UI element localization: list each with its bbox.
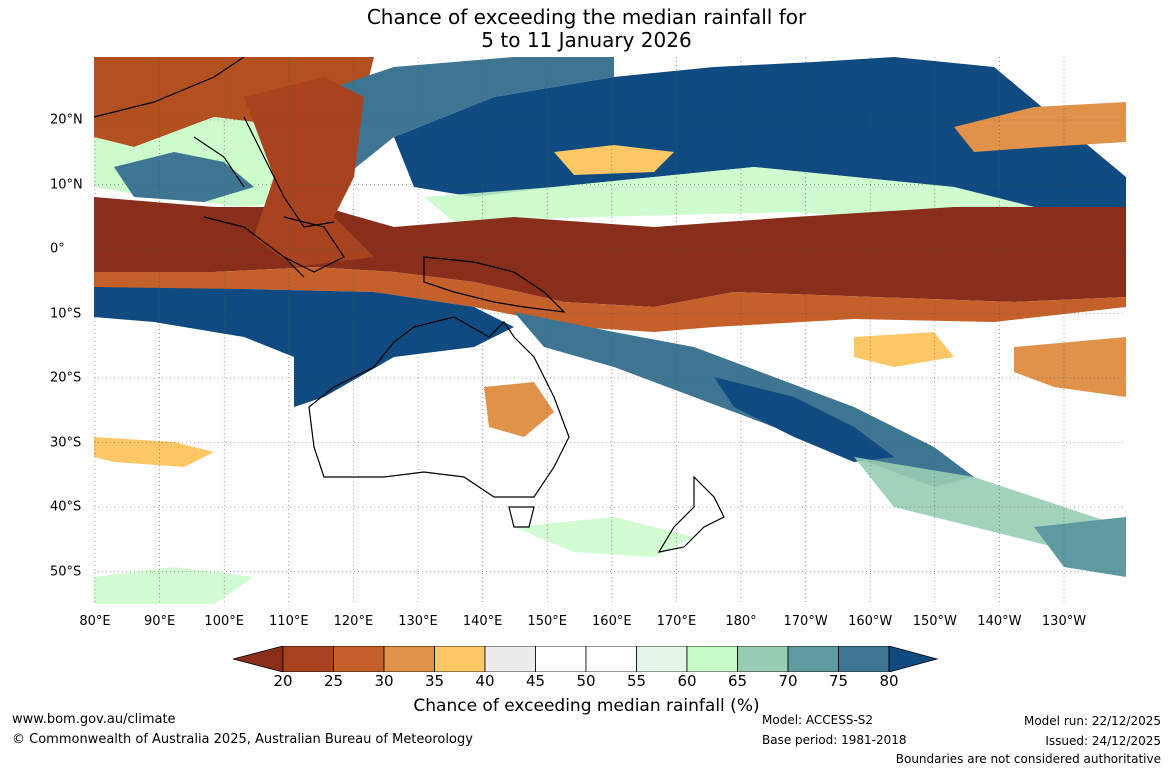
field-se-blue	[1034, 517, 1126, 577]
colorbar	[233, 646, 939, 672]
new-zealand-coastline	[657, 475, 725, 553]
longitude-label: 90°E	[143, 614, 176, 629]
field-west-orange	[94, 437, 214, 467]
longitude-label: 180°	[725, 614, 757, 629]
colorbar-label: Chance of exceeding median rainfall (%)	[413, 696, 760, 716]
copyright-text: © Commonwealth of Australia 2025, Austra…	[12, 732, 473, 747]
longitude-label: 160°E	[592, 614, 632, 629]
issued-date: Issued: 24/12/2025	[1045, 734, 1161, 748]
field-east-orange-2	[854, 332, 954, 367]
website-link[interactable]: www.bom.gov.au/climate	[12, 712, 176, 727]
colorbar-tick-label: 25	[323, 672, 344, 690]
field-south-blue	[94, 287, 514, 407]
probability-fields	[94, 57, 1126, 604]
field-south-green	[514, 517, 694, 557]
colorbar-segment	[383, 646, 435, 672]
latitude-label: 20°N	[50, 112, 83, 128]
colorbar-tick-label: 50	[576, 672, 596, 690]
map-title-line1: Chance of exceeding the median rainfall …	[366, 5, 807, 29]
latitude-label: 10°N	[50, 177, 83, 192]
latitude-label: 30°S	[50, 435, 82, 450]
colorbar-max-extension	[888, 646, 939, 672]
colorbar-segment	[686, 646, 738, 672]
colorbar-segment	[333, 646, 385, 672]
colorbar-segment	[787, 646, 839, 672]
field-nw-dry	[94, 57, 374, 147]
australia-coastline	[308, 316, 570, 498]
new-guinea-coastline	[423, 256, 566, 313]
map-title-line2: 5 to 11 January 2026	[481, 28, 692, 52]
longitude-label: 150°E	[527, 614, 567, 629]
latitude-label: 40°S	[50, 499, 82, 515]
longitude-label: 140°W	[977, 614, 1022, 629]
colorbar-tick-label: 70	[778, 672, 798, 690]
field-equatorial-orange-band	[94, 267, 1126, 332]
colorbar-min-extension	[233, 646, 284, 672]
longitude-label: 150°W	[912, 614, 957, 629]
longitude-label: 100°E	[204, 614, 244, 629]
longitude-label: 120°E	[333, 614, 374, 629]
tasmania-coastline	[508, 506, 535, 528]
colorbar-segment	[585, 646, 637, 672]
latitude-label: 20°S	[50, 370, 82, 386]
longitude-label: 160°W	[848, 614, 893, 629]
field-australia-orange	[484, 382, 554, 437]
base-period: Base period: 1981-2018	[762, 733, 907, 747]
colorbar-tick-label: 45	[525, 672, 546, 690]
colorbar-tick-label: 30	[374, 672, 394, 690]
field-maritime-dry	[244, 77, 374, 267]
graticule	[94, 57, 1126, 604]
longitude-label: 170°E	[656, 614, 697, 629]
colorbar-segment	[484, 646, 536, 672]
boundary-disclaimer: Boundaries are not considered authoritat…	[895, 752, 1161, 766]
colorbar-segment	[282, 646, 334, 672]
colorbar-tick-label: 75	[828, 672, 849, 690]
field-sw-green	[94, 567, 254, 604]
model-name: Model: ACCESS-S2	[762, 713, 874, 727]
field-north-pacific-mid	[334, 57, 614, 177]
latitude-label: 50°S	[50, 564, 82, 579]
latitude-label: 0°	[50, 241, 65, 257]
colorbar-tick-label: 20	[273, 672, 293, 690]
colorbar-tick-label: 40	[475, 672, 495, 690]
field-north-orange-2	[954, 102, 1126, 152]
colorbar-segment	[434, 646, 486, 672]
rainfall-probability-map	[94, 57, 1126, 604]
colorbar-tick-label: 60	[677, 672, 697, 690]
model-run-date: Model run: 22/12/2025	[1023, 714, 1161, 728]
colorbar-tick-label: 35	[424, 672, 445, 690]
longitude-label: 130°E	[398, 614, 438, 629]
colorbar-segment	[838, 646, 890, 672]
field-equatorial-dry	[94, 197, 1126, 307]
longitude-label: 170°W	[783, 614, 828, 629]
longitude-label: 110°E	[269, 614, 309, 629]
colorbar-tick-label: 55	[626, 672, 647, 690]
field-north-orange-1	[554, 145, 674, 175]
colorbar-tick-label: 80	[879, 672, 899, 690]
longitude-label: 80°E	[79, 614, 111, 629]
field-east-orange	[1014, 337, 1126, 397]
colorbar-segment	[636, 646, 688, 672]
longitude-label: 140°E	[462, 614, 503, 629]
latitude-label: 10°S	[50, 306, 82, 321]
colorbar-tick-label: 65	[727, 672, 748, 690]
longitude-label: 130°W	[1041, 614, 1087, 629]
colorbar-segment	[737, 646, 789, 672]
field-nw-blue	[114, 152, 254, 202]
field-spcz-dark	[714, 377, 894, 462]
colorbar-segment	[535, 646, 587, 672]
